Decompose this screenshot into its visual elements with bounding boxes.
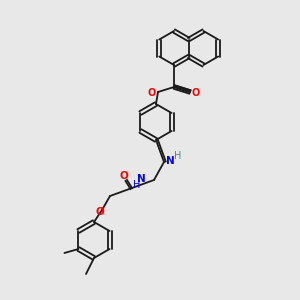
Text: O: O xyxy=(96,207,104,217)
Text: O: O xyxy=(148,88,156,98)
Text: O: O xyxy=(192,88,200,98)
Text: H: H xyxy=(133,180,140,190)
Text: N: N xyxy=(137,174,146,184)
Text: H: H xyxy=(174,151,182,161)
Text: N: N xyxy=(166,156,175,166)
Text: O: O xyxy=(120,171,128,181)
